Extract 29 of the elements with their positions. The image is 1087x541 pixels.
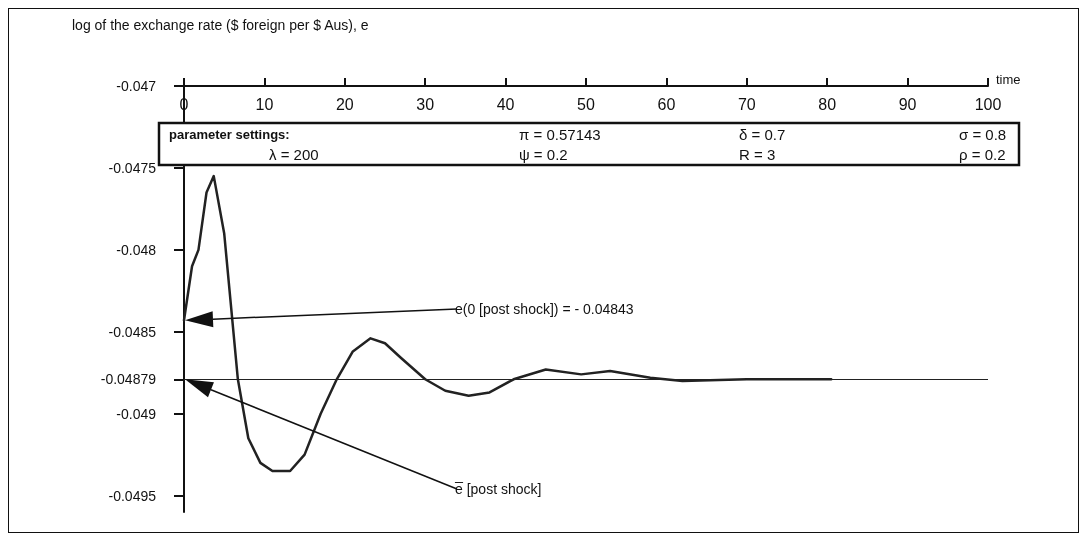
annotation: σ = 0.8 [959, 125, 1007, 143]
x-tick-label: 20 [335, 95, 354, 113]
y-tick-label: -0.049 [116, 405, 157, 422]
y-tick-label: -0.047 [116, 78, 157, 94]
x-tick-label: 90 [898, 95, 917, 113]
x-tick-label: 10 [255, 95, 274, 113]
x-tick-label: 70 [737, 95, 756, 113]
x-tick-label: 40 [496, 95, 515, 113]
x-tick-label: 50 [577, 95, 595, 113]
annotation: ψ = 0.2 [519, 145, 568, 163]
y-tick-label: -0.0495 [108, 487, 157, 504]
x-tick-label: 100 [974, 95, 1002, 113]
annotation: ρ = 0.2 [959, 145, 1006, 163]
annotation: e̅ [post shock] [453, 481, 542, 497]
y-tick-label: -0.0485 [108, 323, 157, 340]
x-axis-title: time [996, 72, 1021, 87]
annotation: δ = 0.7 [739, 125, 786, 143]
annotation: e(0 [post shock]) = - 0.04843 [455, 301, 634, 317]
x-tick-label: 80 [818, 95, 837, 113]
y-tick-label: -0.04879 [100, 371, 157, 388]
annotation: λ = 200 [269, 145, 319, 163]
y-tick-label: -0.048 [116, 241, 157, 258]
annotation: parameter settings: [169, 126, 290, 142]
annotation: R = 3 [739, 145, 776, 163]
chart-title: log of the exchange rate ($ foreign per $ Aus), e [72, 17, 369, 33]
y-tick-label: -0.0475 [108, 159, 157, 176]
annotation: π = 0.57143 [519, 125, 601, 143]
x-tick-label: 30 [416, 95, 435, 113]
x-tick-label: 60 [657, 95, 676, 113]
